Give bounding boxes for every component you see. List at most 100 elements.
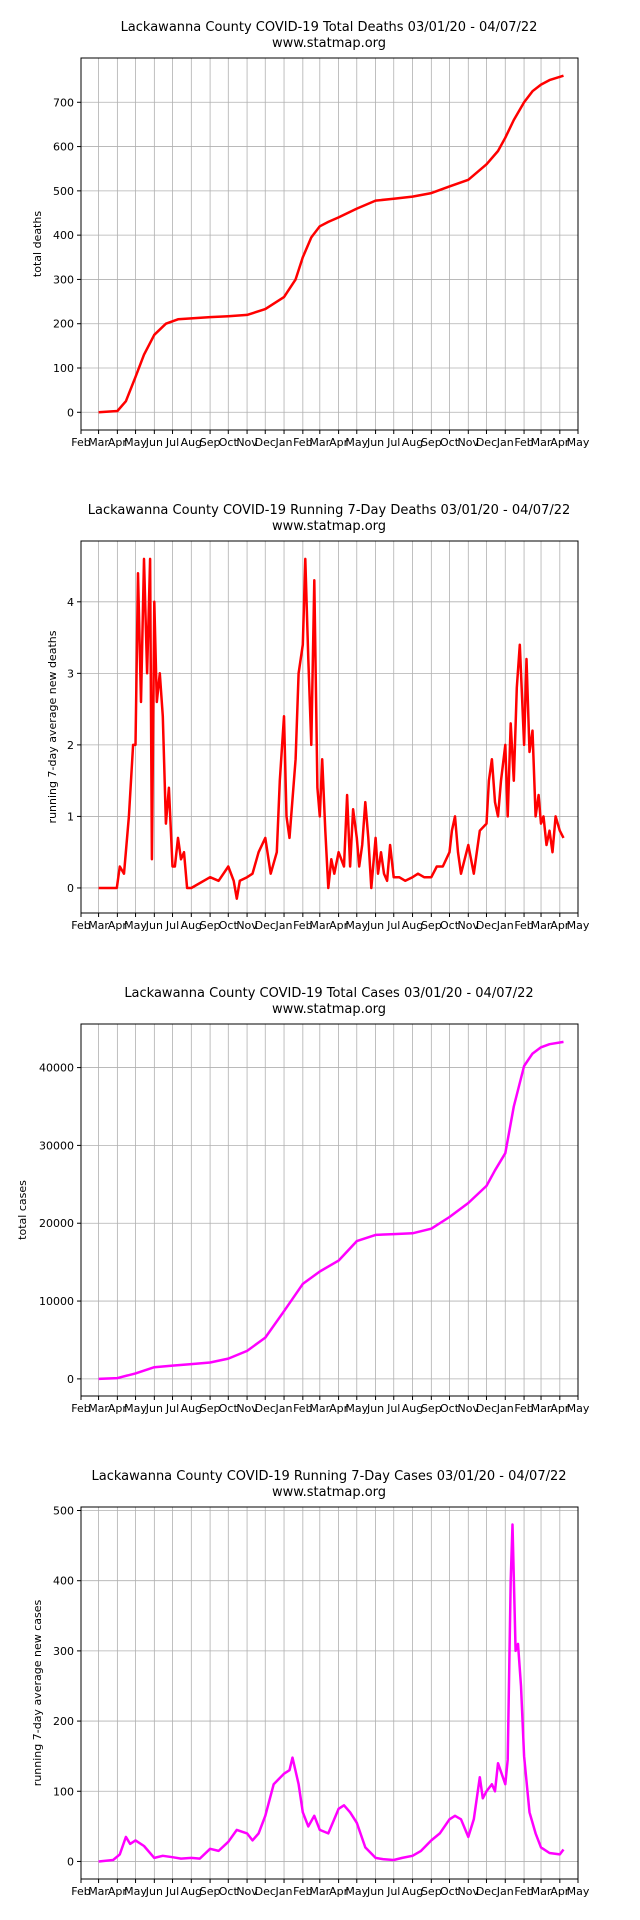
x-tick-label: Jun bbox=[366, 919, 384, 932]
x-tick-label: Feb bbox=[293, 919, 312, 932]
x-tick-label: Feb bbox=[514, 1402, 533, 1415]
x-tick-label: Jan bbox=[275, 1402, 293, 1415]
x-tick-label: Jan bbox=[496, 919, 514, 932]
chart-title: Lackawanna County COVID-19 Total Deaths … bbox=[121, 20, 538, 35]
x-tick-label: Feb bbox=[293, 436, 312, 449]
x-tick-label: May bbox=[345, 436, 368, 449]
chart-title: Lackawanna County COVID-19 Running 7-Day… bbox=[91, 1469, 566, 1484]
x-tick-label: Nov bbox=[236, 919, 258, 932]
x-tick-label: Mar bbox=[531, 1402, 552, 1415]
x-tick-label: Feb bbox=[71, 1402, 90, 1415]
x-tick-label: May bbox=[124, 1885, 147, 1898]
series-line bbox=[98, 557, 565, 900]
x-tick-label: May bbox=[124, 436, 147, 449]
x-tick-label: Feb bbox=[514, 919, 533, 932]
x-tick-label: Aug bbox=[402, 1885, 423, 1898]
x-tick-label: Sep bbox=[421, 919, 442, 932]
x-tick-label: Apr bbox=[329, 1402, 349, 1415]
x-tick-label: Nov bbox=[458, 436, 480, 449]
x-tick-label: Dec bbox=[476, 919, 497, 932]
x-tick-label: Jun bbox=[366, 1402, 384, 1415]
x-tick-label: Jan bbox=[275, 919, 293, 932]
plot-frame bbox=[80, 1023, 579, 1397]
x-tick-label: Oct bbox=[440, 1885, 460, 1898]
x-tick-label: Jun bbox=[145, 1402, 163, 1415]
x-tick-label: Apr bbox=[329, 436, 349, 449]
x-tick-label: Mar bbox=[88, 1885, 109, 1898]
y-tick-label: 0 bbox=[67, 1373, 74, 1386]
y-tick-label: 500 bbox=[53, 185, 74, 198]
x-tick-label: Oct bbox=[440, 436, 460, 449]
x-tick-label: Jul bbox=[386, 1402, 400, 1415]
series-line bbox=[98, 74, 564, 414]
x-tick-label: Jul bbox=[386, 919, 400, 932]
chart-panel-running-cases: Lackawanna County COVID-19 Running 7-Day… bbox=[31, 1469, 590, 1898]
x-tick-label: Feb bbox=[293, 1402, 312, 1415]
x-tick-label: Nov bbox=[458, 1885, 480, 1898]
y-tick-label: 700 bbox=[53, 96, 74, 109]
y-tick-label: 40000 bbox=[39, 1062, 74, 1075]
x-tick-label: Oct bbox=[440, 1402, 460, 1415]
y-tick-label: 2 bbox=[67, 739, 74, 752]
x-tick-label: Mar bbox=[88, 919, 109, 932]
y-tick-label: 200 bbox=[53, 1715, 74, 1728]
x-tick-label: Nov bbox=[458, 1402, 480, 1415]
y-axis-label: running 7-day average new deaths bbox=[46, 630, 59, 823]
x-tick-label: Jun bbox=[366, 1885, 384, 1898]
x-tick-label: Oct bbox=[440, 919, 460, 932]
x-tick-label: Sep bbox=[200, 919, 221, 932]
y-tick-label: 0 bbox=[67, 1855, 74, 1868]
x-tick-label: Nov bbox=[236, 436, 258, 449]
x-tick-label: Dec bbox=[476, 1402, 497, 1415]
x-tick-label: May bbox=[567, 919, 590, 932]
y-tick-label: 1 bbox=[67, 810, 74, 823]
x-tick-label: Apr bbox=[108, 1885, 128, 1898]
y-tick-label: 100 bbox=[53, 362, 74, 375]
x-tick-label: Mar bbox=[309, 1885, 330, 1898]
x-tick-label: Dec bbox=[476, 436, 497, 449]
y-axis-label: total deaths bbox=[31, 211, 44, 277]
chart-subtitle: www.statmap.org bbox=[272, 1002, 386, 1017]
series-line bbox=[98, 1523, 565, 1863]
x-tick-label: Jan bbox=[496, 436, 514, 449]
y-tick-label: 100 bbox=[53, 1785, 74, 1798]
x-tick-label: May bbox=[345, 1402, 368, 1415]
x-tick-label: Aug bbox=[181, 1402, 202, 1415]
chart-panel-total-cases: Lackawanna County COVID-19 Total Cases 0… bbox=[16, 986, 590, 1415]
y-tick-label: 3 bbox=[67, 667, 74, 680]
x-tick-label: Oct bbox=[219, 436, 239, 449]
x-tick-label: Jul bbox=[165, 436, 179, 449]
x-tick-label: May bbox=[124, 919, 147, 932]
x-tick-label: Sep bbox=[200, 1402, 221, 1415]
x-tick-label: Dec bbox=[476, 1885, 497, 1898]
x-tick-label: Feb bbox=[71, 436, 90, 449]
x-tick-label: Apr bbox=[108, 1402, 128, 1415]
x-tick-label: Mar bbox=[531, 919, 552, 932]
x-tick-label: Nov bbox=[458, 919, 480, 932]
y-tick-label: 300 bbox=[53, 273, 74, 286]
series-line bbox=[98, 1040, 564, 1381]
x-tick-label: Mar bbox=[309, 919, 330, 932]
y-tick-label: 200 bbox=[53, 318, 74, 331]
x-tick-label: Mar bbox=[531, 1885, 552, 1898]
x-tick-label: Aug bbox=[402, 1402, 423, 1415]
x-tick-label: Apr bbox=[108, 436, 128, 449]
x-tick-label: Dec bbox=[255, 919, 276, 932]
x-tick-label: Feb bbox=[514, 1885, 533, 1898]
chart-subtitle: www.statmap.org bbox=[272, 36, 386, 51]
x-tick-label: Apr bbox=[550, 919, 570, 932]
x-tick-label: Aug bbox=[402, 436, 423, 449]
x-tick-label: Jun bbox=[366, 436, 384, 449]
x-tick-label: Apr bbox=[108, 919, 128, 932]
x-tick-label: Nov bbox=[236, 1885, 258, 1898]
x-tick-label: Jul bbox=[165, 1402, 179, 1415]
x-tick-label: Jun bbox=[145, 1885, 163, 1898]
x-tick-label: Aug bbox=[181, 919, 202, 932]
y-tick-label: 400 bbox=[53, 1575, 74, 1588]
plot-frame bbox=[80, 1506, 579, 1880]
x-tick-label: Apr bbox=[329, 919, 349, 932]
x-tick-label: Mar bbox=[309, 436, 330, 449]
x-tick-label: Nov bbox=[236, 1402, 258, 1415]
x-tick-label: Jun bbox=[145, 919, 163, 932]
x-tick-label: Mar bbox=[531, 436, 552, 449]
